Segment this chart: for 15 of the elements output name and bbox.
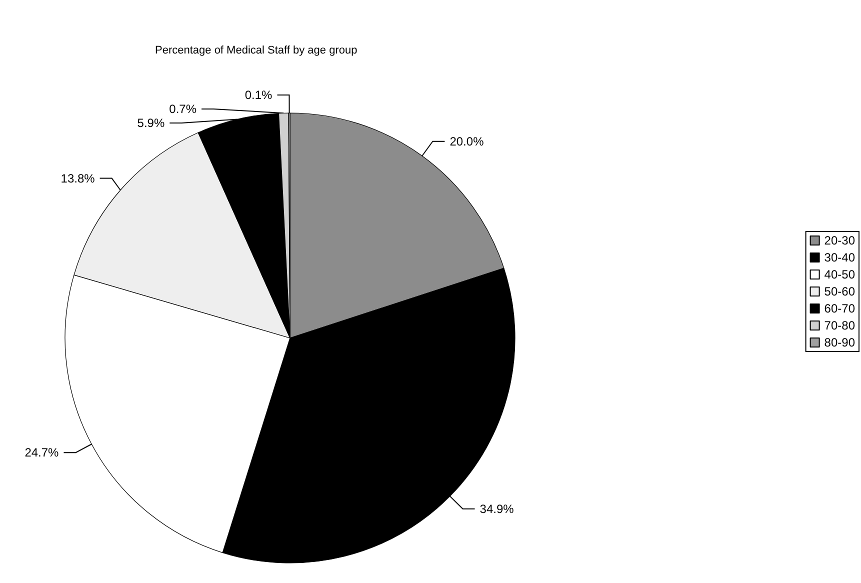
data-label: 34.9% [480,502,514,516]
chart-title: Percentage of Medical Staff by age group [155,44,358,56]
legend-label: 40-50 [824,268,856,282]
data-label: 0.7% [169,102,197,116]
data-label: 20.0% [450,134,484,148]
legend-label: 50-60 [824,284,856,298]
data-label: 5.9% [137,116,165,130]
legend-label: 60-70 [824,302,856,316]
data-label: 24.7% [24,446,60,460]
legend-label: 30-40 [824,250,856,264]
legend-label: 80-90 [824,336,856,350]
data-label: 0.1% [244,88,273,102]
legend-label: 70-80 [824,318,856,332]
legend-label: 20-30 [824,234,856,248]
data-label: 13.8% [60,171,96,186]
